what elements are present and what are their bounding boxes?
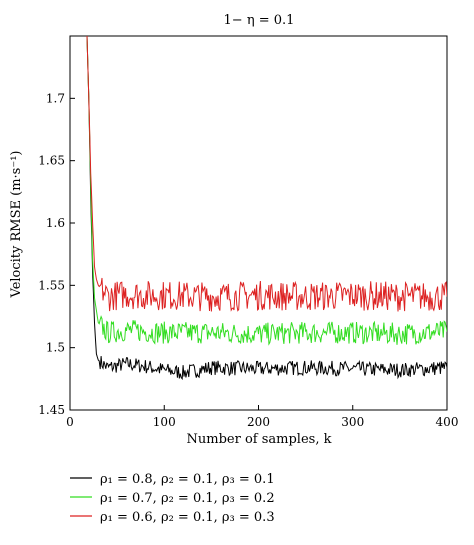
x-axis-label: Number of samples, k <box>187 432 332 447</box>
y-tick-label: 1.5 <box>46 341 65 355</box>
y-tick-label: 1.7 <box>46 91 65 105</box>
y-tick-label: 1.6 <box>46 216 65 230</box>
y-axis-label: Velocity RMSE (m·s⁻¹) <box>9 151 24 299</box>
ticks-layer: 0 100 200 300 400 1.45 1.5 1.55 1.6 1.65 1.7 <box>38 91 458 429</box>
series-layer <box>86 36 447 381</box>
x-tick-label: 300 <box>341 415 364 429</box>
plot-area <box>69 35 448 411</box>
plot-frame <box>69 35 448 411</box>
x-tick-label: 0 <box>66 415 74 429</box>
x-tick-label: 100 <box>153 415 176 429</box>
x-tick-label: 400 <box>436 415 459 429</box>
y-tick-label: 1.55 <box>38 278 65 292</box>
x-tick-label: 200 <box>247 415 270 429</box>
series-line-1 <box>86 36 447 381</box>
series-line-2 <box>86 36 447 346</box>
y-tick-label: 1.45 <box>38 403 65 417</box>
series-line-3 <box>86 36 447 312</box>
y-tick-label: 1.65 <box>38 154 65 168</box>
legend: ρ₁ = 0.8, ρ₂ = 0.1, ρ₃ = 0.1 ρ₁ = 0.7, ρ₂… <box>70 472 275 525</box>
legend-label-1: ρ₁ = 0.8, ρ₂ = 0.1, ρ₃ = 0.1 <box>100 472 275 487</box>
legend-label-2: ρ₁ = 0.7, ρ₂ = 0.1, ρ₃ = 0.2 <box>100 491 275 506</box>
chart-title: 1− η = 0.1 <box>224 13 295 28</box>
legend-label-3: ρ₁ = 0.6, ρ₂ = 0.1, ρ₃ = 0.3 <box>100 510 275 525</box>
